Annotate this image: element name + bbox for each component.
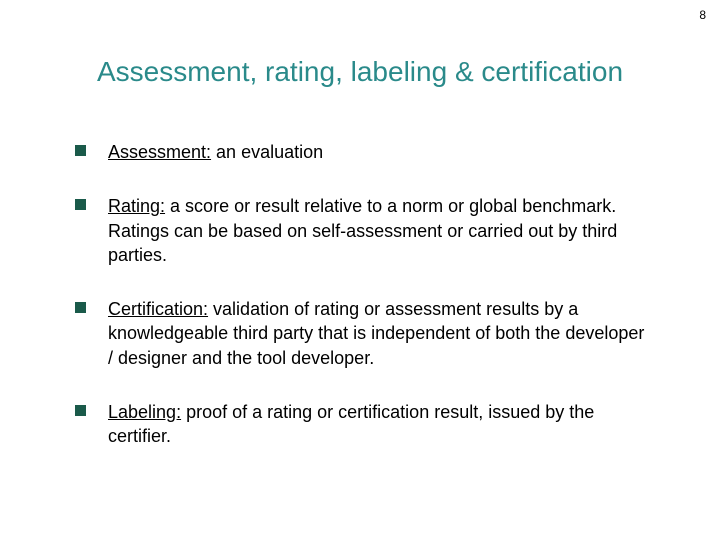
- square-bullet-icon: [75, 145, 86, 156]
- square-bullet-icon: [75, 302, 86, 313]
- slide: 8 Assessment, rating, labeling & certifi…: [0, 0, 720, 540]
- bullet-term: Certification:: [108, 299, 208, 319]
- bullet-item: Rating: a score or result relative to a …: [75, 194, 645, 267]
- bullet-term: Assessment:: [108, 142, 211, 162]
- bullet-term: Labeling:: [108, 402, 181, 422]
- bullet-rest: an evaluation: [211, 142, 323, 162]
- bullet-item: Assessment: an evaluation: [75, 140, 645, 164]
- page-number: 8: [699, 8, 706, 22]
- bullet-item: Certification: validation of rating or a…: [75, 297, 645, 370]
- slide-content: Assessment: an evaluation Rating: a score…: [75, 140, 645, 479]
- bullet-rest: a score or result relative to a norm or …: [108, 196, 617, 265]
- slide-title: Assessment, rating, labeling & certifica…: [0, 56, 720, 88]
- bullet-text: Rating: a score or result relative to a …: [108, 194, 645, 267]
- bullet-text: Certification: validation of rating or a…: [108, 297, 645, 370]
- bullet-item: Labeling: proof of a rating or certifica…: [75, 400, 645, 449]
- bullet-term: Rating:: [108, 196, 165, 216]
- bullet-text: Assessment: an evaluation: [108, 140, 645, 164]
- bullet-rest: proof of a rating or certification resul…: [108, 402, 594, 446]
- square-bullet-icon: [75, 405, 86, 416]
- square-bullet-icon: [75, 199, 86, 210]
- bullet-text: Labeling: proof of a rating or certifica…: [108, 400, 645, 449]
